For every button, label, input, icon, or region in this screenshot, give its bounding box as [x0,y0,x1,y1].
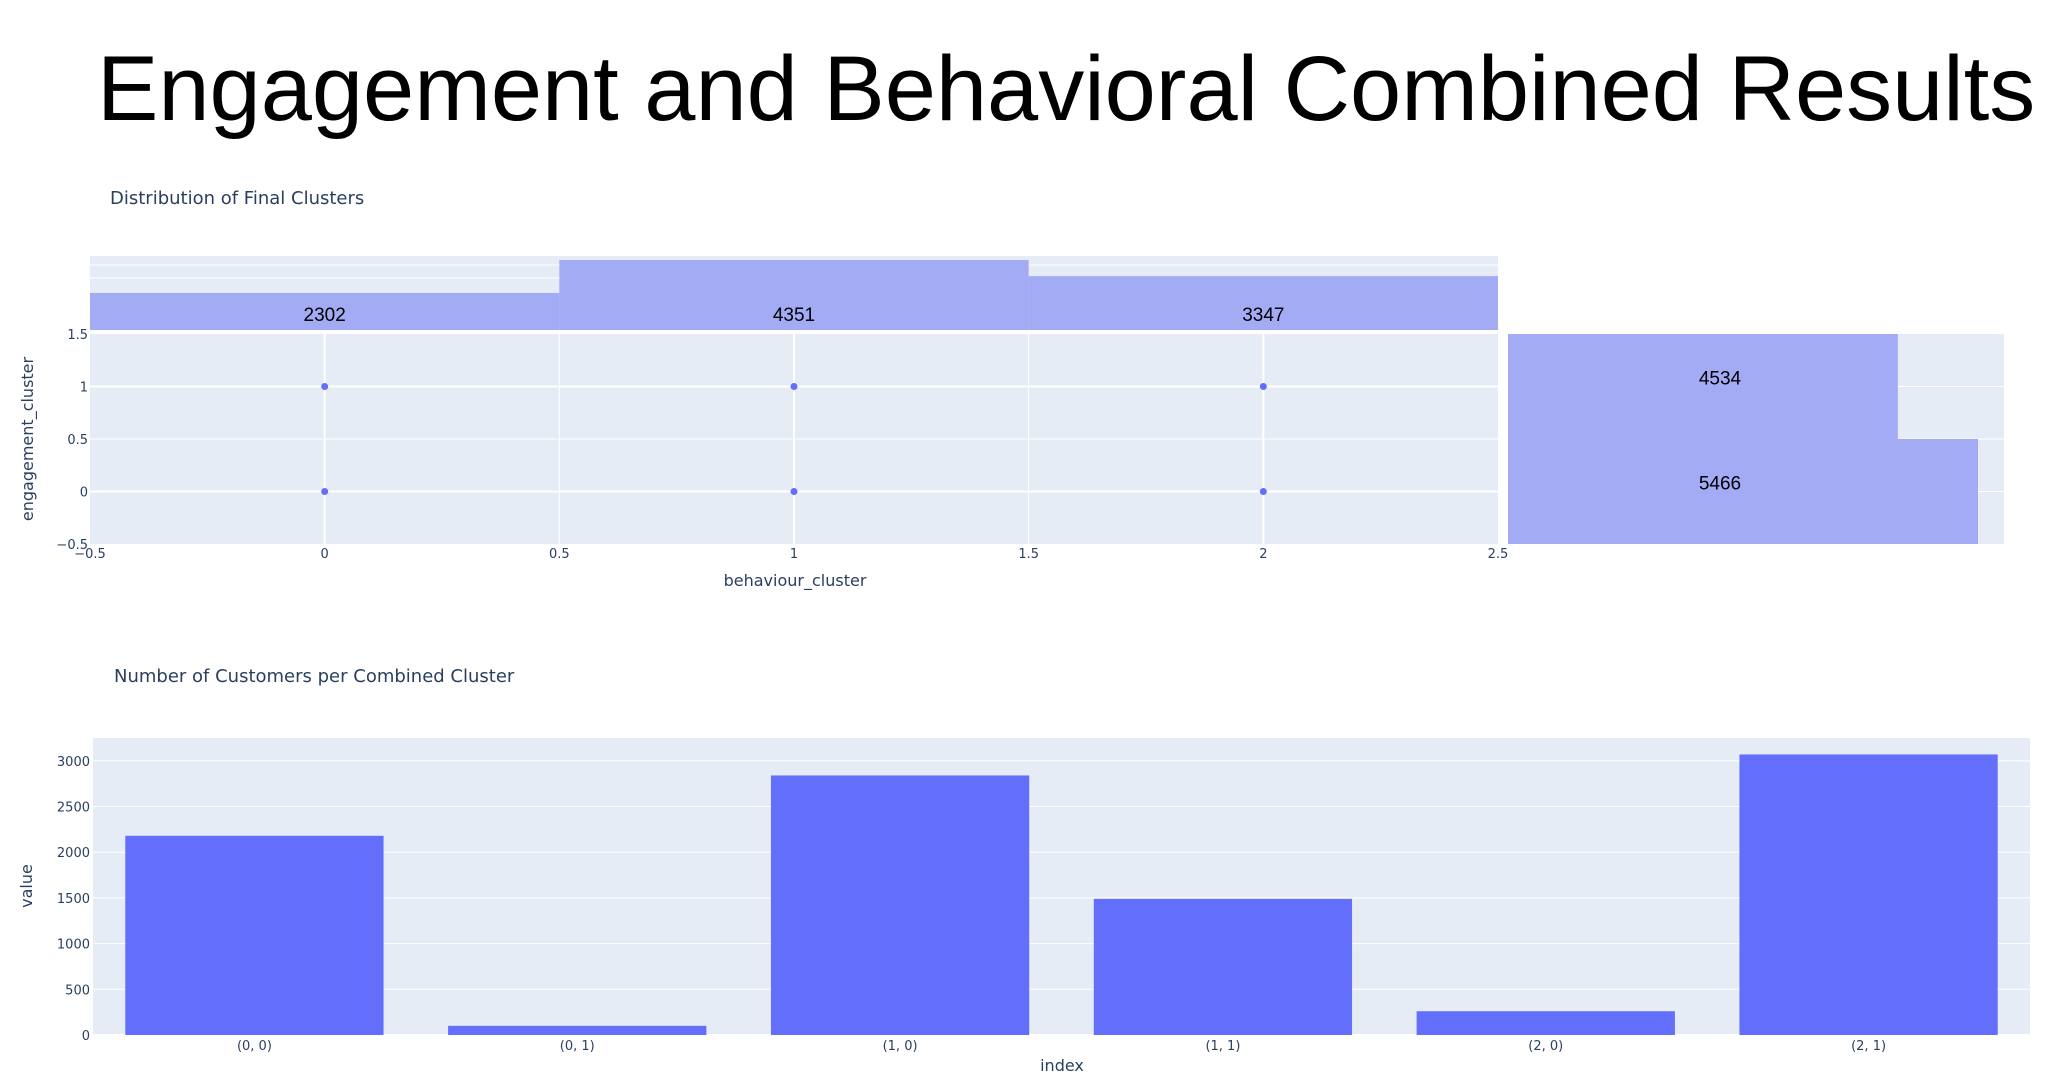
bar-x-tick-label: (2, 1) [1851,1039,1886,1054]
bar-x-tick-label: (1, 1) [1205,1039,1240,1054]
marginal-y-bar [1508,439,1978,544]
marginal-y-labels: 5466 4534 [1699,369,1742,495]
bar [448,1025,707,1035]
marginal-y-bars [1508,334,1978,544]
bar-x-tick-label: (0, 1) [560,1039,595,1054]
scatter-point [1259,383,1267,390]
chart-1-x-axis-label: behaviour_cluster [724,571,867,591]
scatter-point [790,383,798,390]
marginal-x-bars [90,260,1498,330]
scatter-x-tick-label: 2.5 [1488,547,1509,562]
slide-title: Engagement and Behavioral Combined Resul… [97,38,2036,140]
marginal-x-bar-label: 3347 [1242,305,1284,326]
bar-y-tick-label: 3000 [57,755,90,770]
cluster-distribution-chart: Distribution of Final Clusters 2302 4351 3… [18,188,2004,591]
scatter-x-tick-label: 0.5 [549,547,570,562]
scatter-y-tick-label: 1 [80,381,88,396]
bar-x-ticks: (0, 0) (0, 1) (1, 0) (1, 1) (2, 0) (2, 1) [237,1039,1886,1054]
marginal-y-bar [1508,334,1898,439]
scatter-x-ticks: −0.5 0 0.5 1 1.5 2 2.5 [74,547,1508,562]
scatter-y-ticks: −0.5 0 0.5 1 1.5 [56,328,88,553]
scatter-x-tick-label: 1.5 [1018,547,1039,562]
customers-per-cluster-chart: Number of Customers per Combined Cluster… [17,666,2030,1075]
bar [1739,754,1998,1035]
bar [1093,898,1353,1035]
chart-2-y-axis-label: value [17,864,36,908]
scatter-x-tick-label: 0 [321,547,329,562]
marginal-x-bar [1028,276,1498,330]
scatter-x-tick-label: −0.5 [74,547,106,562]
scatter-points [321,383,1267,495]
scatter-point [790,488,798,495]
bar-y-tick-label: 1000 [57,938,90,953]
bars [125,754,1998,1035]
bar-x-tick-label: (0, 0) [237,1039,272,1054]
bar [125,835,384,1035]
chart-1-y-axis-label: engagement_cluster [18,356,38,521]
bar-x-tick-label: (2, 0) [1528,1039,1563,1054]
bar-x-tick-label: (1, 0) [883,1039,918,1054]
bar-plot-panel [93,738,2030,1035]
scatter-y-tick-label: 0 [80,486,88,501]
bar [770,775,1030,1035]
marginal-y-bar-label: 5466 [1699,474,1741,495]
scatter-x-tick-label: 1 [790,547,798,562]
scatter-point [321,488,329,495]
bar [1416,1011,1675,1035]
marginal-x-bar-label: 4351 [773,305,815,326]
bar-grid [93,760,2030,1036]
chart-1-title: Distribution of Final Clusters [110,188,364,209]
scatter-x-tick-label: 2 [1259,547,1267,562]
bar-y-tick-label: 0 [82,1029,90,1044]
scatter-point [1259,488,1267,495]
marginal-x-bar-label: 2302 [304,305,346,326]
scatter-point [321,383,329,390]
marginal-x-bar [559,260,1029,330]
scatter-y-tick-label: 1.5 [67,328,88,343]
bar-y-tick-label: 2000 [57,846,90,861]
scatter-y-tick-label: 0.5 [67,433,88,448]
chart-2-x-axis-label: index [1040,1056,1084,1075]
bar-y-tick-label: 1500 [57,892,90,907]
scatter-y-tick-label: −0.5 [56,538,88,553]
marginal-y-bar-label: 4534 [1699,369,1742,390]
bar-y-tick-label: 500 [65,983,90,998]
bar-y-tick-label: 2500 [57,801,90,816]
marginal-x-labels: 2302 4351 3347 [304,305,1285,326]
bar-y-ticks: 0 500 1000 1500 2000 2500 3000 [57,755,90,1044]
chart-2-title: Number of Customers per Combined Cluster [114,666,515,687]
marginal-x-bar [90,292,560,330]
